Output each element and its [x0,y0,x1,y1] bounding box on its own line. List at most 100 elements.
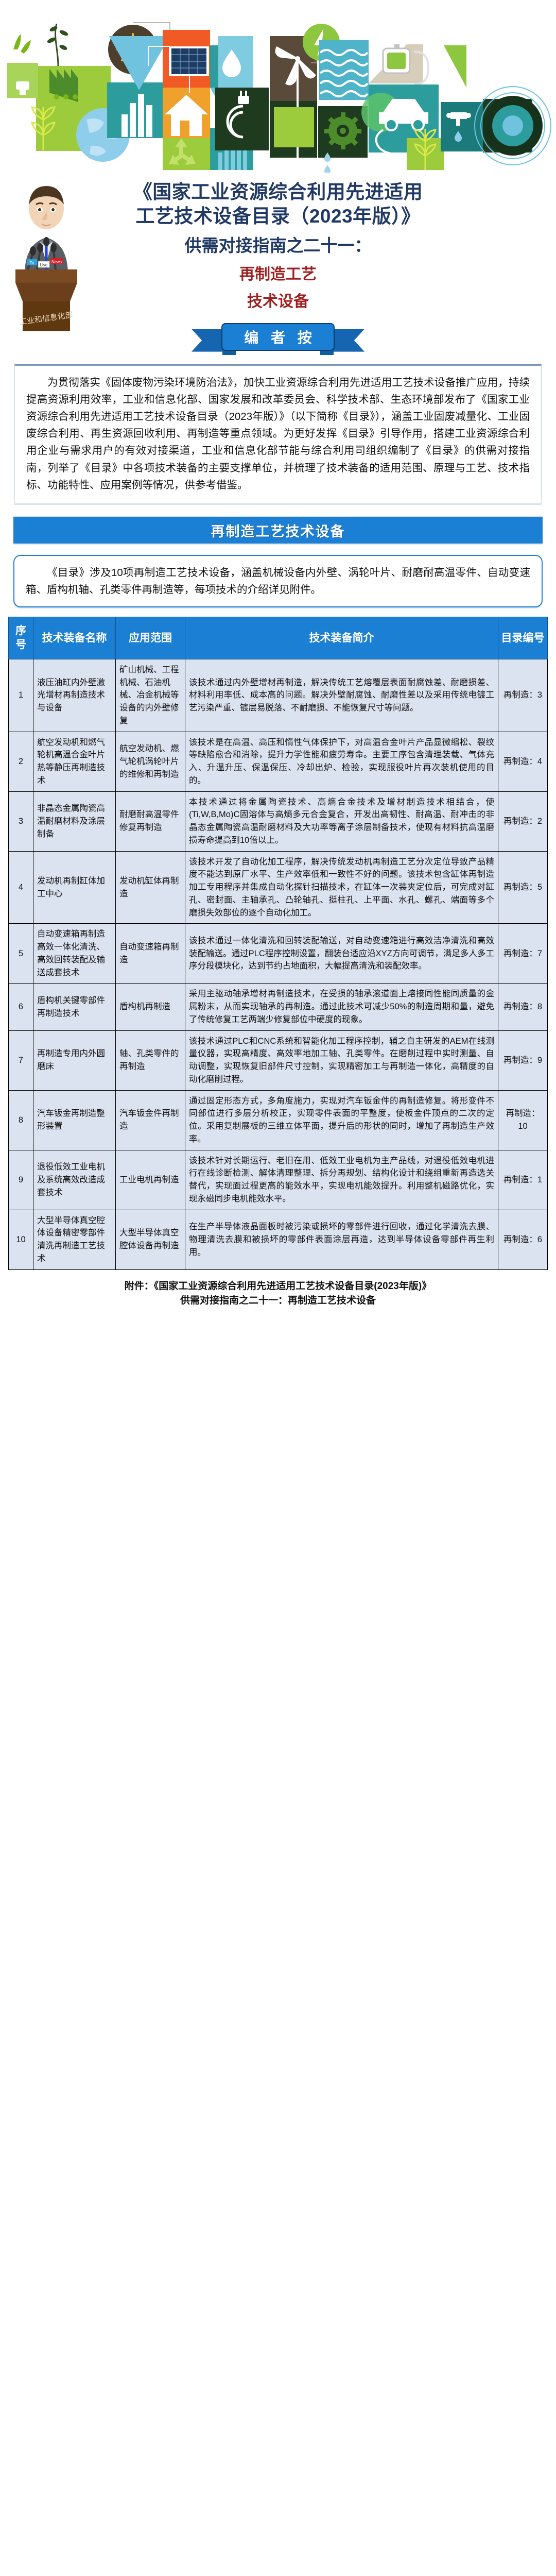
cell-scope: 盾构机再制造 [115,983,185,1031]
lightbulb-icon [16,81,29,95]
cell-catalog-code: 再制造：9 [498,1030,548,1091]
cell-scope: 耐磨耐高温零件修复再制造 [115,791,185,852]
cell-scope: 航空发动机、燃气轮机涡轮叶片的维修和再制造 [115,731,185,792]
table-row: 10 大型半导体真空腔体设备精密零部件清洗再制造工艺技术 大型半导体真空腔体设备… [8,1209,548,1270]
cell-description: 该技术针对长期运行、老旧在用、低效工业电机为主产品线，对退役低效电机进行在线诊断… [185,1149,498,1210]
cell-name: 汽车钣金再制造整形装置 [33,1090,116,1150]
cell-catalog-code: 再制造：1 [498,1149,548,1210]
table-row: 6 盾构机关键零部件再制造技术 盾构机再制造 采用主驱动轴承增材再制造技术，在受… [8,983,548,1031]
cell-index: 9 [8,1149,33,1210]
cell-index: 2 [8,731,33,792]
cell-description: 该技术通过PLC和CNC系统和智能化加工程序控制，辅之自主研发的AEM在线测量仪… [185,1030,498,1091]
cell-description: 该技术通过一体化清洗和回转装配输送，对自动变速箱进行高效洁净清洗和高效装配输送。… [185,923,498,984]
col-header-name: 技术装备名称 [33,617,116,659]
cell-description: 该技术开发了自动化加工程序，解决传统发动机再制造工艺分次定位导致产品精度不能达到… [185,851,498,924]
car-icon [379,99,428,131]
svg-text:News: News [51,260,62,264]
bar-chart-icon [121,94,152,137]
section-header-label: 再制造工艺技术设备 [211,523,345,539]
ribbon-label: 编 者 按 [221,323,335,351]
table-row: 8 汽车钣金再制造整形装置 汽车钣金件再制造 通过固定形态方式，多角度施力，实现… [8,1090,548,1150]
cell-name: 航空发动机和燃气轮机高温合金叶片热等静压再制造技术 [33,731,116,792]
cell-description: 通过固定形态方式，多角度施力，实现对汽车钣金件的再制造修复。将形变件不同部位进行… [185,1090,498,1150]
cell-index: 3 [8,791,33,852]
leaf-icon [413,129,437,170]
recycle-icon [169,138,196,165]
intro-box: 《目录》涉及10项再制造工艺技术设备，涵盖机械设备内外壁、涡轮叶片、耐磨耐高温零… [13,555,543,608]
page-title-line2: 工艺技术设备目录（2023年版）》 [135,206,421,227]
table-row: 2 航空发动机和燃气轮机高温合金叶片热等静压再制造技术 航空发动机、燃气轮机涡轮… [8,731,548,792]
page-title-line1: 《国家工业资源综合利用先进适用 [133,181,423,202]
tech-equipment-table: 序号 技术装备名称 应用范围 技术装备简介 目录编号 1 液压油缸内外壁激光增材… [8,617,548,1270]
cell-name: 再制造专用内外圆磨床 [33,1030,116,1091]
cell-name: 发动机再制缸体加工中心 [33,851,116,924]
hero-banner [0,0,556,173]
cell-index: 6 [8,983,33,1031]
page-topic-line2: 技术设备 [247,293,309,310]
cell-description: 本技术通过将金属陶瓷技术、高熵合金技术及增材制造技术相结合，使(Ti,W,B,M… [185,791,498,852]
col-header-catalog-code: 目录编号 [498,617,548,659]
cell-scope: 自动变速箱再制造 [115,923,185,984]
cell-name: 非晶态金属陶瓷高温耐磨材料及涂层制备 [33,791,116,852]
cell-index: 4 [8,851,33,924]
cell-catalog-code: 再制造：4 [498,731,548,792]
plug-icon [226,105,244,139]
faucet-icon [446,112,471,142]
cell-name: 自动变速箱再制造高效一体化清洗、高效回转装配及输送成套技术 [33,923,116,984]
cell-name: 盾构机关键零部件再制造技术 [33,983,116,1031]
battery-icon [382,44,411,74]
cell-scope: 矿山机械、工程机械、石油机械、冶金机械等设备的内外壁修复 [115,658,185,732]
leaf-icon [31,106,56,150]
table-header-row: 序号 技术装备名称 应用范围 技术装备简介 目录编号 [8,617,548,659]
cell-description: 在生产半导体液晶面板时被污染或损坏的零部件进行回收，通过化学清洗去膜、物理清洗去… [185,1209,498,1270]
cell-name: 液压油缸内外壁激光增材再制造技术与设备 [33,658,116,732]
bar-chart-icon [218,138,247,170]
factory-icon [49,69,78,102]
col-header-description: 技术装备简介 [185,617,498,659]
footer: 附件：《国家工业资源综合利用先进适用工艺技术设备目录(2023年版)》 供需对接… [15,1279,541,1309]
table-row: 1 液压油缸内外壁激光增材再制造技术与设备 矿山机械、工程机械、石油机械、冶金机… [8,658,548,732]
table-row: 9 退役低效工业电机及系统高效改造成套技术 工业电机再制造 该技术针对长期运行、… [8,1149,548,1210]
water-drop-icon [222,49,241,77]
cell-description: 采用主驱动轴承增材再制造技术，在受损的轴承滚道面上熔接同性能同质量的金属粉末，从… [185,983,498,1031]
page-subtitle: 供需对接指南之二十一： [184,235,372,255]
cell-scope: 汽车钣金件再制造 [115,1090,185,1150]
tech-table-wrapper: 序号 技术装备名称 应用范围 技术装备简介 目录编号 1 液压油缸内外壁激光增材… [8,617,548,1270]
cell-index: 7 [8,1030,33,1091]
cell-index: 1 [8,658,33,732]
col-header-index: 序号 [8,617,33,659]
title-block: 《国家工业资源综合利用先进适用 工艺技术设备目录（2023年版）》 供需对接指南… [0,173,556,312]
house-icon [165,95,208,136]
cell-catalog-code: 再制造：2 [498,791,548,852]
cell-description: 该技术通过内外壁增材再制造，解决传统工艺熔覆层表面耐腐蚀差、耐磨损差、材料利用率… [185,658,498,732]
svg-text:Tv: Tv [30,261,34,265]
cell-scope: 大型半导体真空腔体设备再制造 [115,1209,185,1270]
cell-description: 该技术是在高温、高压和惰性气体保护下，对高温合金叶片产品显微缩松、裂纹等缺陷愈合… [185,731,498,792]
speaker-illustration: 工业和信息化部 Tv Live News [10,178,82,335]
cell-catalog-code: 再制造：6 [498,1209,548,1270]
footer-line-1: 附件：《国家工业资源综合利用先进适用工艺技术设备目录(2023年版)》 [124,1280,432,1292]
table-row: 7 再制造专用内外圆磨床 轴、孔类零件的再制造 该技术通过PLC和CNC系统和智… [8,1030,548,1091]
cell-name: 退役低效工业电机及系统高效改造成套技术 [33,1149,116,1210]
cell-name: 大型半导体真空腔体设备精密零部件清洗再制造工艺技术 [33,1209,116,1270]
cell-catalog-code: 再制造：8 [498,983,548,1031]
cell-catalog-code: 再制造：10 [498,1090,548,1150]
page-topic-line1: 再制造工艺 [239,265,317,283]
svg-text:Live: Live [40,263,48,267]
cell-scope: 工业电机再制造 [115,1149,185,1210]
table-body: 1 液压油缸内外壁激光增材再制造技术与设备 矿山机械、工程机械、石油机械、冶金机… [8,658,548,1270]
cell-index: 8 [8,1090,33,1150]
col-header-scope: 应用范围 [115,617,185,659]
cell-catalog-code: 再制造：5 [498,851,548,924]
wind-turbine-icon [275,46,317,158]
cell-scope: 轴、孔类零件的再制造 [115,1030,185,1091]
cell-index: 10 [8,1209,33,1270]
table-row: 4 发动机再制缸体加工中心 发动机缸体再制造 该技术开发了自动化加工程序，解决传… [8,851,548,924]
banner-illustration [0,0,556,173]
table-row: 3 非晶态金属陶瓷高温耐磨材料及涂层制备 耐磨耐高温零件修复再制造 本技术通过将… [8,791,548,852]
editor-note-ribbon: 编 者 按 [0,323,556,355]
cell-catalog-code: 再制造：3 [498,658,548,732]
cell-catalog-code: 再制造：7 [498,923,548,984]
editor-note-box: 为贯彻落实《固体废物污染环境防治法》，加快工业资源综合利用先进适用工艺技术设备推… [14,364,542,505]
section-header: 再制造工艺技术设备 [13,516,543,545]
